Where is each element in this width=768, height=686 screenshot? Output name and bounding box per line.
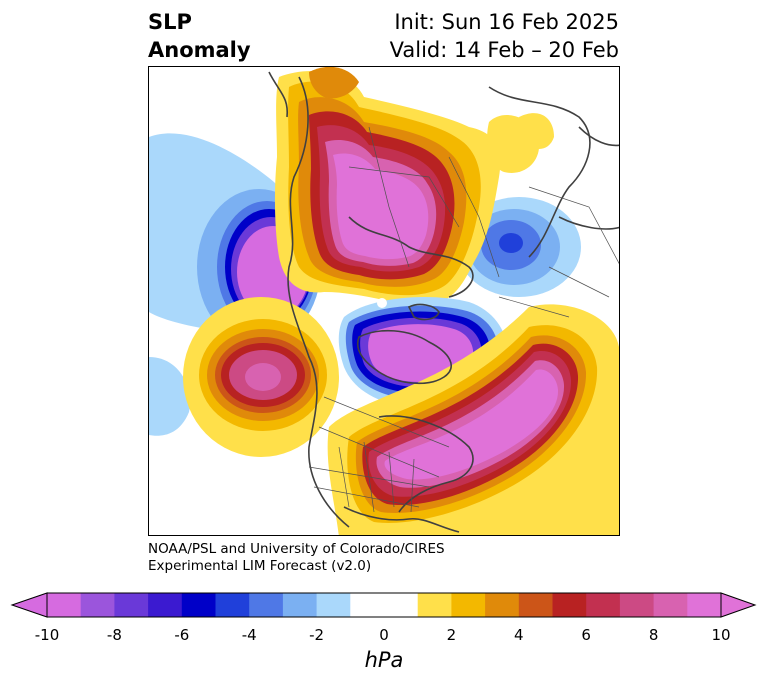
credit-line-1: NOAA/PSL and University of Colorado/CIRE…: [148, 541, 445, 557]
colorbar-segment: [586, 593, 621, 617]
colorbar-tick-label: 8: [648, 626, 659, 644]
colorbar-segment: [384, 593, 419, 617]
colorbar-tick-labels: -10 -8 -6 -4 -2 0 2 4 6 8 10: [0, 626, 768, 648]
chart-title-right: Init: Sun 16 Feb 2025 Valid: 14 Feb – 20…: [390, 8, 619, 64]
colorbar-tick-label: 10: [711, 626, 731, 644]
anomaly-arctic-high: [274, 67, 554, 306]
colorbar-tick-label: 4: [514, 626, 524, 644]
colorbar-segment: [316, 593, 351, 617]
title-variable: SLP: [148, 10, 192, 34]
colorbar-segment: [148, 593, 183, 617]
colorbar-segment: [687, 593, 722, 617]
credit-text: NOAA/PSL and University of Colorado/CIRE…: [148, 541, 445, 575]
chart-title-left: SLP Anomaly: [148, 8, 251, 64]
colorbar-tick-label: -10: [34, 626, 60, 644]
title-quantity: Anomaly: [148, 38, 251, 62]
colorbar-segments: [47, 593, 722, 617]
colorbar-unit-label: hPa: [364, 648, 404, 672]
colorbar-segment: [47, 593, 82, 617]
anomaly-map: [149, 67, 619, 535]
pole-marker: [377, 298, 387, 308]
colorbar-extend-high: [720, 592, 757, 618]
init-date: Init: Sun 16 Feb 2025: [394, 10, 619, 34]
credit-line-2: Experimental LIM Forecast (v2.0): [148, 558, 372, 574]
colorbar-segment: [114, 593, 149, 617]
colorbar-segment: [451, 593, 486, 617]
colorbar-tick-label: -6: [174, 626, 190, 644]
colorbar-segment: [350, 593, 385, 617]
colorbar-segment: [653, 593, 688, 617]
anomaly-north-pacific-high: [183, 297, 339, 457]
colorbar: [10, 592, 757, 618]
colorbar-extend-low: [10, 592, 48, 618]
coastline-layer: [268, 71, 619, 533]
colorbar-tick-label: -4: [241, 626, 257, 644]
colorbar-segment: [485, 593, 520, 617]
colorbar-segment: [249, 593, 284, 617]
map-panel: [148, 66, 620, 536]
valid-range: Valid: 14 Feb – 20 Feb: [389, 38, 619, 62]
colorbar-segment: [552, 593, 587, 617]
colorbar-segment: [619, 593, 655, 617]
colorbar-outline: [46, 592, 722, 618]
colorbar-tick-label: 2: [446, 626, 457, 644]
colorbar-segment: [80, 593, 115, 617]
colorbar-segment: [417, 593, 452, 617]
colorbar-tick-label: 6: [581, 626, 591, 644]
political-boundaries: [308, 126, 619, 513]
colorbar-segment: [215, 593, 250, 617]
colorbar-segment: [282, 593, 318, 617]
colorbar-segment: [518, 593, 553, 617]
colorbar-tick-label: -2: [309, 626, 325, 644]
colorbar-tick-label: -8: [106, 626, 122, 644]
colorbar-tick-label: 0: [379, 626, 389, 644]
colorbar-segment: [181, 593, 216, 617]
